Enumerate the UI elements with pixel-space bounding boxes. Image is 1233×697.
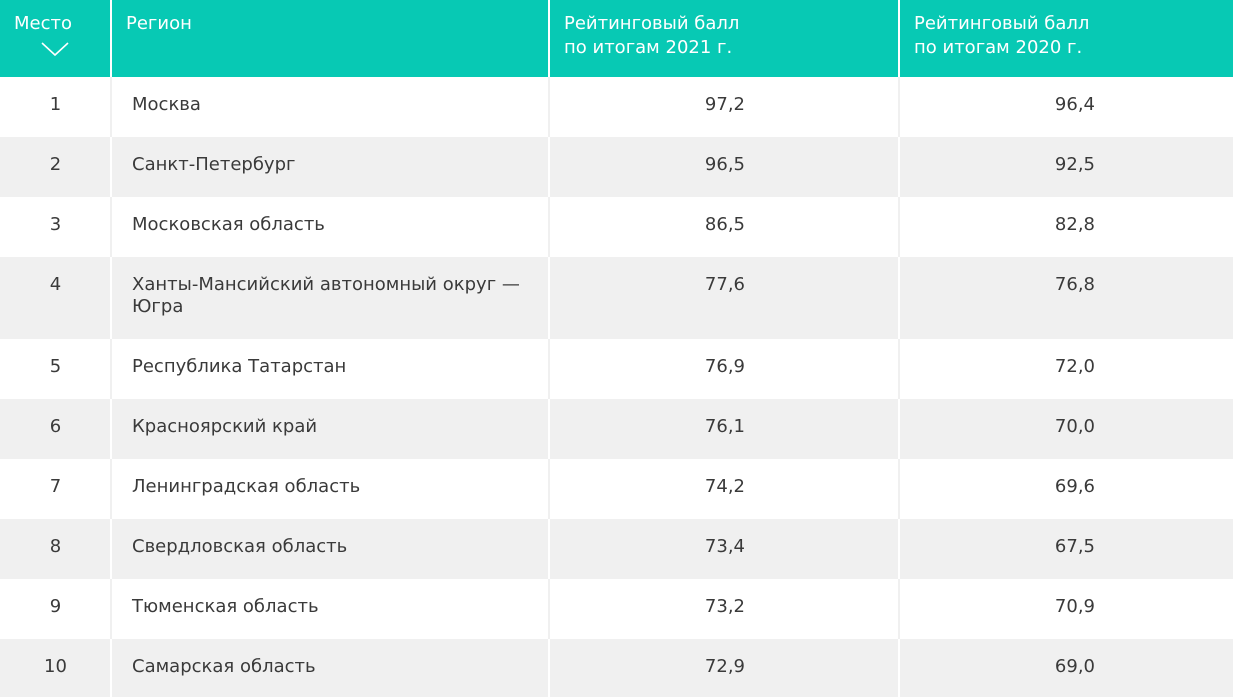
column-divider xyxy=(898,519,900,579)
cell-region: Санкт-Петербург xyxy=(132,154,296,175)
column-divider xyxy=(548,197,550,257)
cell-region: Москва xyxy=(132,94,201,115)
cell-score-2021: 73,4 xyxy=(704,536,745,557)
cell-score-2021: 76,9 xyxy=(704,356,745,377)
table-row: 7 Ленинградская область 74,2 69,6 xyxy=(0,459,1233,519)
cell-score-2020: 70,0 xyxy=(1054,416,1095,437)
header-divider xyxy=(110,0,112,77)
cell-score-2021: 86,5 xyxy=(704,214,745,235)
column-divider xyxy=(548,339,550,399)
cell-score-2021: 76,1 xyxy=(704,416,745,437)
header-divider xyxy=(548,0,550,77)
column-divider xyxy=(898,459,900,519)
cell-score-2020: 70,9 xyxy=(1054,596,1095,617)
column-divider xyxy=(110,519,112,579)
cell-region: Ленинградская область xyxy=(132,476,361,497)
table-row: 2 Санкт-Петербург 96,5 92,5 xyxy=(0,137,1233,197)
column-divider xyxy=(548,519,550,579)
column-divider xyxy=(898,639,900,697)
column-divider xyxy=(548,639,550,697)
cell-place: 9 xyxy=(49,596,62,617)
column-divider xyxy=(110,77,112,137)
column-divider xyxy=(110,197,112,257)
cell-score-2021: 97,2 xyxy=(704,94,745,115)
cell-place: 1 xyxy=(49,94,62,115)
cell-place: 8 xyxy=(49,536,62,557)
cell-score-2020: 67,5 xyxy=(1054,536,1095,557)
cell-score-2021: 73,2 xyxy=(704,596,745,617)
column-header-score-2021-line2: по итогам 2021 г. xyxy=(564,37,733,58)
column-divider xyxy=(548,77,550,137)
cell-place: 7 xyxy=(49,476,62,497)
table-row: 1 Москва 97,2 96,4 xyxy=(0,77,1233,137)
cell-score-2020: 72,0 xyxy=(1054,356,1095,377)
cell-region: Ханты-Мансийский автономный округ — Югра xyxy=(132,274,520,317)
column-header-score-2020[interactable]: Рейтинговый балл по итогам 2020 г. xyxy=(914,0,1214,77)
column-divider xyxy=(110,639,112,697)
cell-place: 5 xyxy=(49,356,62,377)
cell-score-2021: 77,6 xyxy=(704,274,745,295)
table-row: 10 Самарская область 72,9 69,0 xyxy=(0,639,1233,697)
column-divider xyxy=(898,257,900,339)
cell-place: 10 xyxy=(44,656,67,677)
column-header-place-label: Место xyxy=(14,13,72,34)
column-header-place[interactable]: Место xyxy=(14,0,104,77)
column-divider xyxy=(898,197,900,257)
cell-score-2020: 69,6 xyxy=(1054,476,1095,497)
column-divider xyxy=(898,399,900,459)
column-divider xyxy=(898,137,900,197)
table-row: 5 Республика Татарстан 76,9 72,0 xyxy=(0,339,1233,399)
header-divider xyxy=(898,0,900,77)
column-header-score-2020-line1: Рейтинговый балл xyxy=(914,13,1090,34)
column-divider xyxy=(110,257,112,339)
cell-place: 6 xyxy=(49,416,62,437)
column-divider xyxy=(548,579,550,639)
cell-region: Самарская область xyxy=(132,656,316,677)
cell-region: Красноярский край xyxy=(132,416,318,437)
column-divider xyxy=(548,459,550,519)
column-divider xyxy=(898,339,900,399)
column-divider xyxy=(898,77,900,137)
table-row: 3 Московская область 86,5 82,8 xyxy=(0,197,1233,257)
cell-region: Свердловская область xyxy=(132,536,348,557)
chevron-down-icon[interactable] xyxy=(41,41,69,57)
cell-place: 4 xyxy=(49,274,62,295)
cell-region: Московская область xyxy=(132,214,325,235)
column-header-score-2020-line2: по итогам 2020 г. xyxy=(914,37,1083,58)
column-header-score-2021[interactable]: Рейтинговый балл по итогам 2021 г. xyxy=(564,0,884,77)
column-divider xyxy=(110,459,112,519)
cell-score-2020: 96,4 xyxy=(1054,94,1095,115)
cell-score-2020: 69,0 xyxy=(1054,656,1095,677)
table-row: 6 Красноярский край 76,1 70,0 xyxy=(0,399,1233,459)
column-divider xyxy=(110,579,112,639)
cell-region: Тюменская область xyxy=(132,596,319,617)
column-divider xyxy=(898,579,900,639)
column-divider xyxy=(548,137,550,197)
cell-region: Республика Татарстан xyxy=(132,356,347,377)
cell-score-2020: 76,8 xyxy=(1054,274,1095,295)
column-divider xyxy=(110,399,112,459)
cell-score-2021: 72,9 xyxy=(704,656,745,677)
column-header-region-label: Регион xyxy=(126,13,192,34)
column-divider xyxy=(110,137,112,197)
table-header: Место Регион Рейтинговый балл по итогам … xyxy=(0,0,1233,77)
table-row: 4 Ханты-Мансийский автономный округ — Юг… xyxy=(0,257,1233,339)
column-divider xyxy=(110,339,112,399)
cell-score-2021: 96,5 xyxy=(704,154,745,175)
cell-score-2020: 92,5 xyxy=(1054,154,1095,175)
cell-score-2021: 74,2 xyxy=(704,476,745,497)
column-divider xyxy=(548,257,550,339)
cell-place: 2 xyxy=(49,154,62,175)
table-row: 9 Тюменская область 73,2 70,9 xyxy=(0,579,1233,639)
table-row: 8 Свердловская область 73,4 67,5 xyxy=(0,519,1233,579)
column-divider xyxy=(548,399,550,459)
column-header-score-2021-line1: Рейтинговый балл xyxy=(564,13,740,34)
cell-place: 3 xyxy=(49,214,62,235)
cell-score-2020: 82,8 xyxy=(1054,214,1095,235)
column-header-region[interactable]: Регион xyxy=(126,0,526,77)
